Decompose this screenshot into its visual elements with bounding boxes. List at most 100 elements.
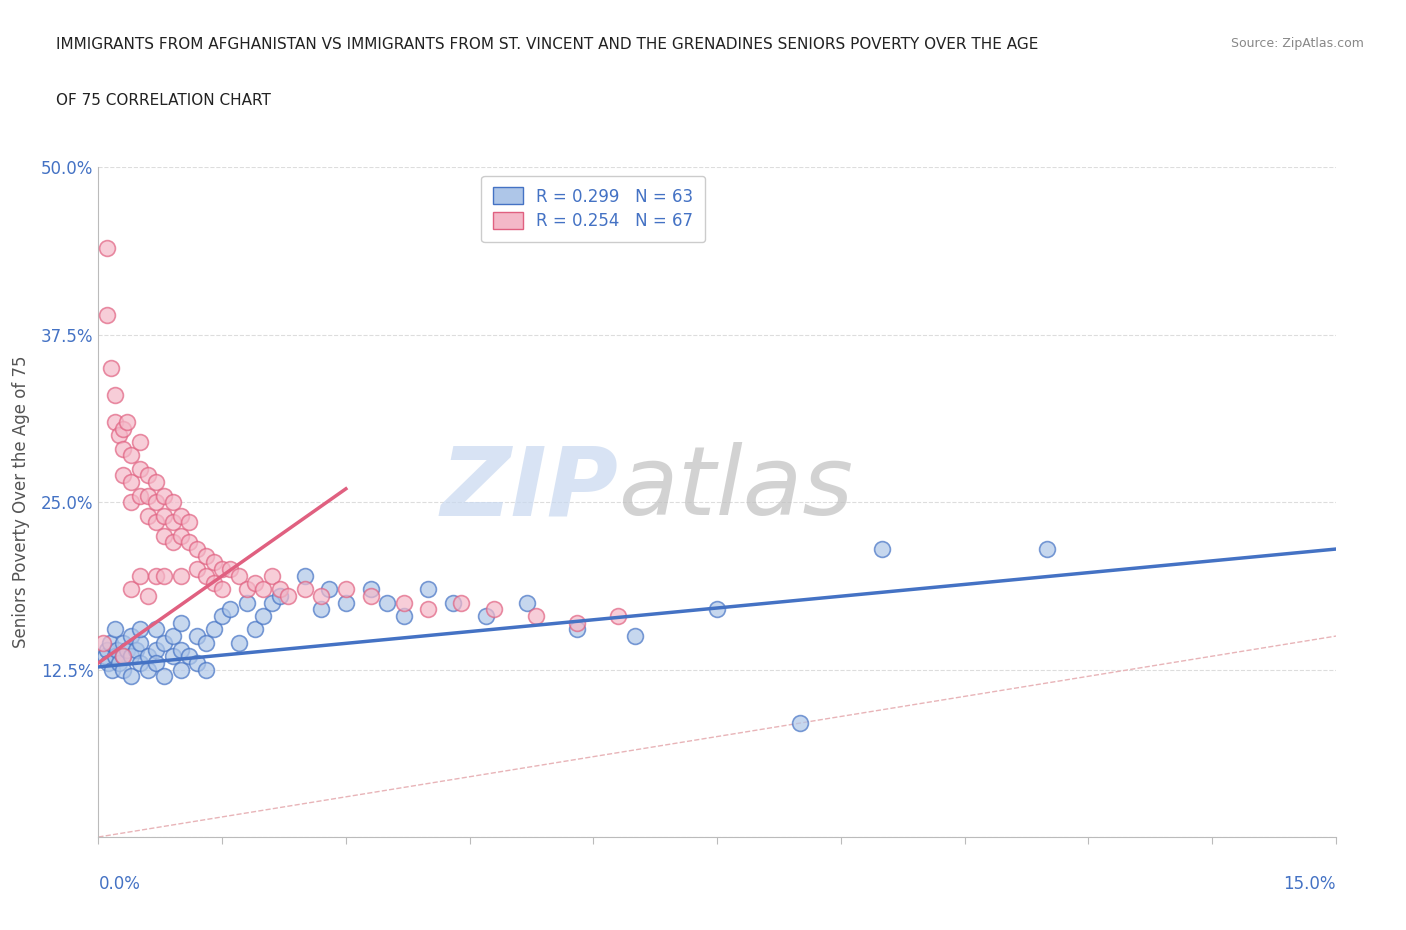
Point: [96, 240, 118, 255]
Point: [179, 515, 201, 530]
Point: [120, 474, 142, 489]
Point: [170, 528, 193, 543]
Point: [450, 595, 472, 610]
Point: [104, 388, 127, 403]
Point: [128, 434, 150, 449]
Point: [100, 662, 122, 677]
Point: [98, 635, 121, 650]
Point: [194, 549, 217, 564]
Point: [202, 622, 225, 637]
Point: [211, 562, 233, 577]
Point: [112, 662, 135, 677]
Point: [524, 608, 547, 623]
Point: [706, 602, 728, 617]
Point: [623, 629, 645, 644]
Point: [117, 642, 139, 657]
Point: [179, 535, 201, 550]
Point: [360, 589, 382, 604]
Point: [170, 568, 193, 583]
Point: [153, 635, 176, 650]
Point: [120, 649, 142, 664]
Point: [145, 622, 167, 637]
Point: [475, 608, 498, 623]
Y-axis label: Seniors Poverty Over the Age of 75: Seniors Poverty Over the Age of 75: [11, 356, 30, 648]
Point: [112, 468, 135, 483]
Point: [228, 635, 250, 650]
Point: [194, 568, 217, 583]
Point: [112, 421, 135, 436]
Point: [96, 642, 118, 657]
Point: [260, 568, 283, 583]
Point: [162, 515, 184, 530]
Point: [94, 649, 117, 664]
Point: [136, 468, 159, 483]
Point: [112, 635, 135, 650]
Point: [108, 656, 131, 671]
Point: [162, 629, 184, 644]
Point: [252, 608, 274, 623]
Point: [153, 488, 176, 503]
Point: [186, 541, 208, 556]
Point: [243, 622, 266, 637]
Point: [789, 716, 811, 731]
Text: 0.0%: 0.0%: [98, 874, 141, 893]
Point: [170, 508, 193, 523]
Point: [100, 361, 122, 376]
Point: [309, 602, 332, 617]
Text: 15.0%: 15.0%: [1284, 874, 1336, 893]
Point: [124, 642, 146, 657]
Point: [418, 602, 440, 617]
Text: Source: ZipAtlas.com: Source: ZipAtlas.com: [1230, 37, 1364, 50]
Point: [335, 595, 357, 610]
Point: [145, 474, 167, 489]
Point: [252, 582, 274, 597]
Point: [145, 568, 167, 583]
Point: [145, 656, 167, 671]
Point: [145, 495, 167, 510]
Point: [162, 649, 184, 664]
Text: IMMIGRANTS FROM AFGHANISTAN VS IMMIGRANTS FROM ST. VINCENT AND THE GRENADINES SE: IMMIGRANTS FROM AFGHANISTAN VS IMMIGRANT…: [56, 37, 1039, 52]
Point: [228, 568, 250, 583]
Point: [104, 649, 127, 664]
Point: [219, 562, 242, 577]
Point: [202, 575, 225, 590]
Point: [128, 488, 150, 503]
Point: [104, 415, 127, 430]
Point: [97, 656, 120, 671]
Point: [145, 642, 167, 657]
Point: [128, 656, 150, 671]
Point: [153, 528, 176, 543]
Point: [269, 582, 291, 597]
Point: [484, 602, 506, 617]
Point: [136, 662, 159, 677]
Point: [162, 495, 184, 510]
Point: [236, 595, 259, 610]
Point: [392, 608, 415, 623]
Point: [516, 595, 538, 610]
Point: [236, 582, 259, 597]
Point: [128, 461, 150, 476]
Point: [318, 582, 340, 597]
Point: [186, 656, 208, 671]
Point: [104, 622, 127, 637]
Point: [870, 541, 893, 556]
Point: [117, 415, 139, 430]
Point: [269, 589, 291, 604]
Point: [153, 508, 176, 523]
Point: [194, 635, 217, 650]
Point: [243, 575, 266, 590]
Point: [136, 589, 159, 604]
Point: [145, 515, 167, 530]
Point: [136, 649, 159, 664]
Point: [294, 582, 316, 597]
Point: [153, 669, 176, 684]
Text: OF 75 CORRELATION CHART: OF 75 CORRELATION CHART: [56, 93, 271, 108]
Point: [112, 441, 135, 456]
Point: [294, 568, 316, 583]
Point: [335, 582, 357, 597]
Point: [128, 622, 150, 637]
Point: [211, 608, 233, 623]
Legend: Immigrants from Afghanistan, Immigrants from St. Vincent and the Grenadines: Immigrants from Afghanistan, Immigrants …: [368, 925, 1066, 930]
Point: [91, 635, 114, 650]
Point: [170, 662, 193, 677]
